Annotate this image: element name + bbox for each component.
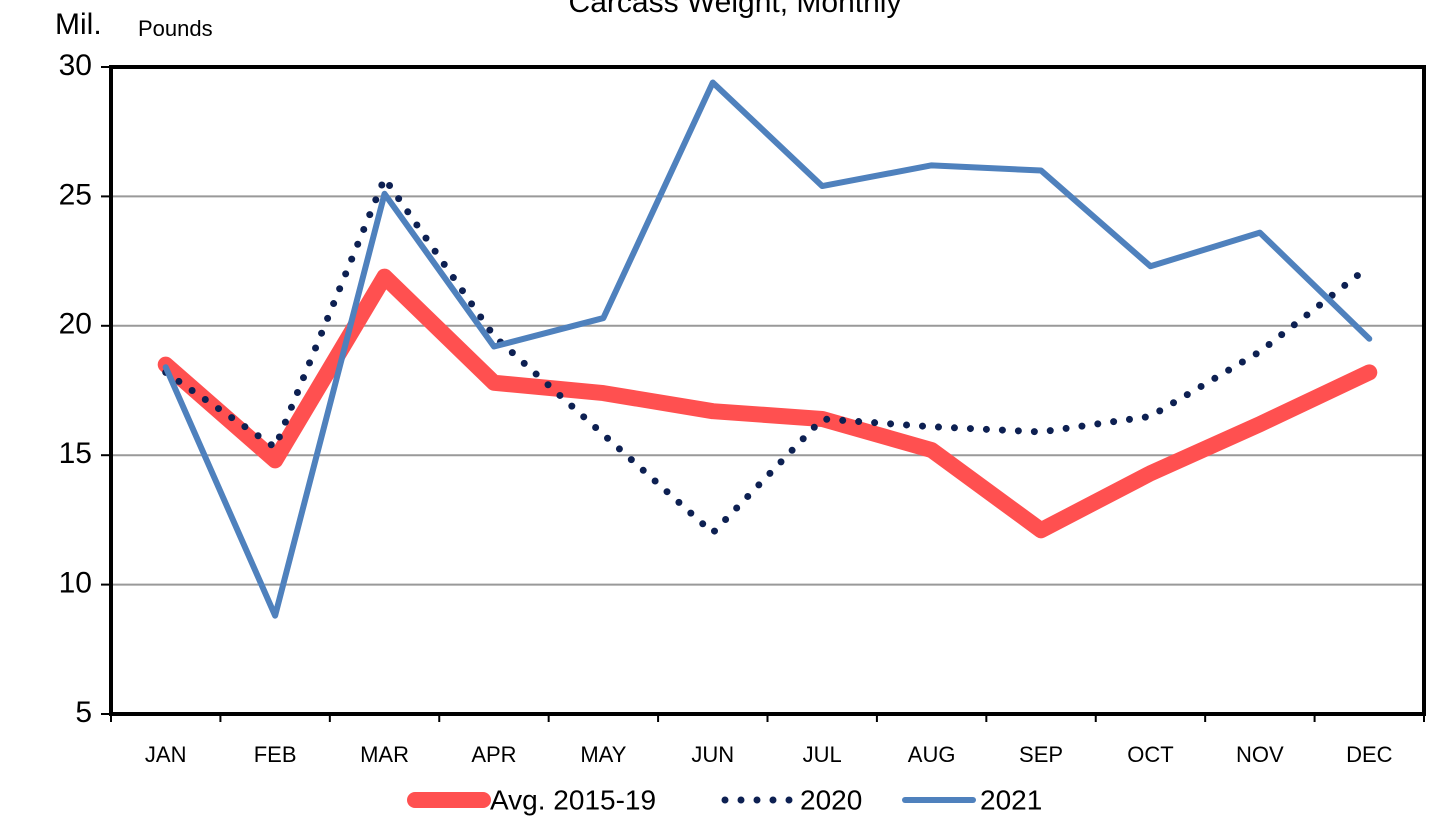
y-tick-label: 15 bbox=[59, 437, 92, 470]
legend-label: 2021 bbox=[980, 784, 1042, 815]
x-tick-label: FEB bbox=[254, 742, 297, 767]
y-axis-label: Mil. bbox=[55, 8, 102, 41]
legend-label: Avg. 2015-19 bbox=[490, 784, 656, 815]
x-tick-label: SEP bbox=[1019, 742, 1063, 767]
y-axis-unit: Pounds bbox=[138, 16, 213, 41]
y-tick-label: 25 bbox=[59, 178, 92, 211]
plot-frame bbox=[109, 65, 1426, 716]
y-tick-label: 30 bbox=[59, 49, 92, 82]
x-tick-label: JAN bbox=[145, 742, 187, 767]
x-tick-label: NOV bbox=[1236, 742, 1284, 767]
x-tick-label: AUG bbox=[908, 742, 956, 767]
chart-title: Carcass Weight, Monthly bbox=[569, 0, 902, 19]
x-tick-label: DEC bbox=[1346, 742, 1393, 767]
legend-label: 2020 bbox=[800, 784, 862, 815]
x-tick-label: APR bbox=[471, 742, 516, 767]
x-tick-label: MAY bbox=[580, 742, 626, 767]
y-tick-label: 20 bbox=[59, 308, 92, 341]
x-tick-label: MAR bbox=[360, 742, 409, 767]
x-tick-label: OCT bbox=[1127, 742, 1173, 767]
y-tick-label: 5 bbox=[75, 696, 92, 729]
y-tick-label: 10 bbox=[59, 567, 92, 600]
x-tick-label: JUL bbox=[803, 742, 842, 767]
series-line bbox=[162, 79, 1373, 619]
series-line bbox=[157, 268, 1378, 539]
x-tick-label: JUN bbox=[691, 742, 734, 767]
